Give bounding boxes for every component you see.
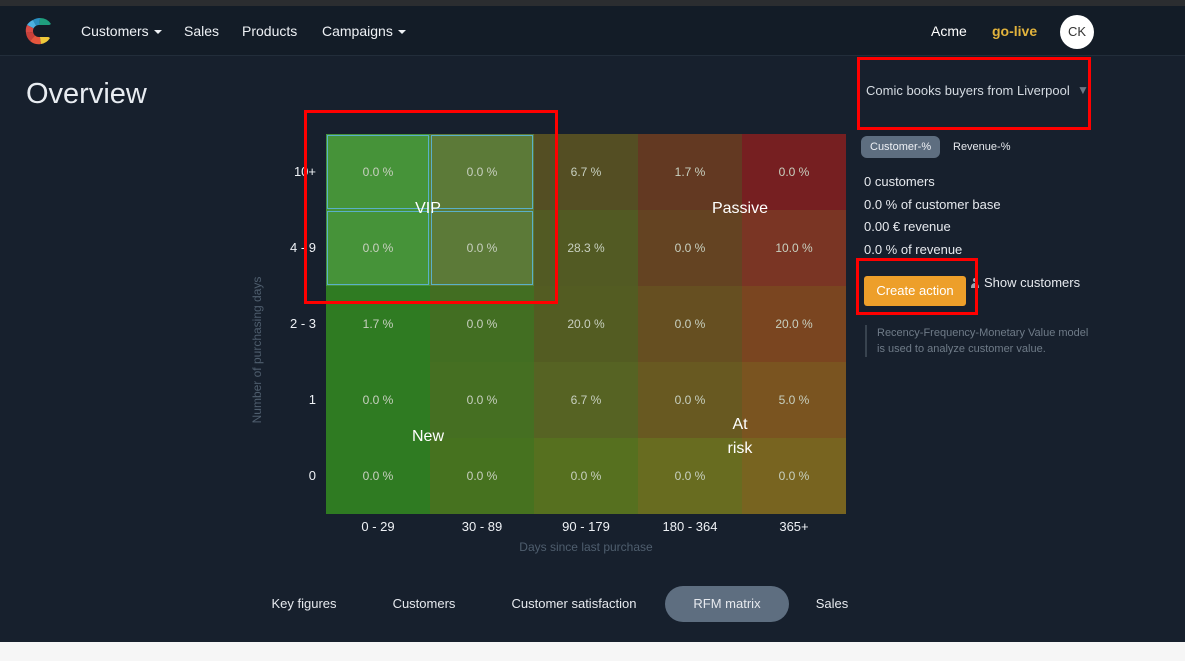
matrix-cell[interactable]: 0.0 %: [326, 362, 430, 438]
top-navbar: Customers Sales Products Campaigns Acme …: [0, 6, 1185, 56]
matrix-cell[interactable]: 6.7 %: [534, 362, 638, 438]
matrix-cell[interactable]: 6.7 %: [534, 134, 638, 210]
dropdown-arrow-icon[interactable]: ▼: [1077, 83, 1089, 97]
row-label: 2 - 3: [289, 316, 316, 331]
col-label: 180 - 364: [662, 519, 718, 534]
x-axis-label: Days since last purchase: [519, 540, 653, 554]
account-name[interactable]: Acme: [931, 23, 967, 39]
chevron-down-icon: [153, 30, 162, 35]
toggle-revenue-percent[interactable]: Revenue-%: [953, 141, 1011, 153]
matrix-cell[interactable]: 20.0 %: [742, 286, 846, 362]
stat-revenue-share: 0.0 % of revenue: [864, 242, 963, 257]
row-label: 1: [308, 392, 316, 407]
app-logo-icon[interactable]: [24, 16, 54, 46]
y-axis-label: Number of purchasing days: [250, 276, 264, 424]
matrix-cell[interactable]: 0.0 %: [742, 134, 846, 210]
page-footer: [0, 642, 1185, 661]
col-label: 90 - 179: [562, 519, 610, 534]
stat-customer-base: 0.0 % of customer base: [864, 197, 1001, 212]
matrix-cell[interactable]: 0.0 %: [430, 286, 534, 362]
create-action-button[interactable]: Create action: [864, 276, 966, 306]
matrix-cell[interactable]: 0.0 %: [638, 210, 742, 286]
matrix-cell[interactable]: 0.0 %: [326, 210, 430, 286]
matrix-cell[interactable]: 28.3 %: [534, 210, 638, 286]
matrix-cell[interactable]: 0.0 %: [326, 438, 430, 514]
matrix-cell[interactable]: 0.0 %: [430, 134, 534, 210]
matrix-cell[interactable]: 1.7 %: [326, 286, 430, 362]
nav-sales[interactable]: Sales: [184, 23, 220, 39]
matrix-cell[interactable]: 10.0 %: [742, 210, 846, 286]
matrix-cell[interactable]: 20.0 %: [534, 286, 638, 362]
toggle-customer-percent[interactable]: Customer-%: [861, 136, 941, 158]
nav-campaigns[interactable]: Campaigns: [322, 23, 406, 39]
matrix-cell[interactable]: 0.0 %: [430, 362, 534, 438]
stat-customers: 0 customers: [864, 174, 935, 189]
matrix-cell[interactable]: 0.0 %: [638, 438, 742, 514]
chevron-down-icon: [397, 30, 406, 35]
user-avatar[interactable]: CK: [1060, 15, 1094, 49]
segment-dropdown[interactable]: Comic books buyers from Liverpool: [866, 83, 1070, 98]
tab-rfm-matrix[interactable]: RFM matrix: [665, 586, 789, 622]
tab-customer-satisfaction[interactable]: Customer satisfaction: [511, 596, 637, 611]
tab-key-figures[interactable]: Key figures: [271, 596, 337, 611]
matrix-cell[interactable]: 0.0 %: [638, 362, 742, 438]
col-label: 30 - 89: [461, 519, 503, 534]
matrix-cell[interactable]: 5.0 %: [742, 362, 846, 438]
environment-badge[interactable]: go-live: [992, 23, 1038, 39]
col-label: 0 - 29: [361, 519, 395, 534]
browser-top-strip: [0, 0, 1185, 6]
user-icon: [970, 278, 980, 288]
matrix-cell[interactable]: 0.0 %: [326, 134, 430, 210]
matrix-cell[interactable]: 1.7 %: [638, 134, 742, 210]
row-label: 10+: [293, 164, 316, 179]
tab-sales[interactable]: Sales: [815, 596, 849, 611]
row-label: 4 - 9: [289, 240, 316, 255]
page-title: Overview: [26, 78, 147, 110]
matrix-cell[interactable]: 0.0 %: [638, 286, 742, 362]
matrix-cell[interactable]: 0.0 %: [742, 438, 846, 514]
show-customers-link[interactable]: Show customers: [970, 275, 1080, 290]
rfm-description: Recency-Frequency-Monetary Value model i…: [865, 325, 1095, 357]
matrix-cell[interactable]: 0.0 %: [430, 210, 534, 286]
tab-customers[interactable]: Customers: [392, 596, 456, 611]
stat-revenue: 0.00 € revenue: [864, 219, 951, 234]
row-label: 0: [308, 468, 316, 483]
nav-products[interactable]: Products: [242, 23, 298, 39]
rfm-matrix: 0.0 % 0.0 % 6.7 % 1.7 % 0.0 % 0.0 % 0.0 …: [326, 134, 846, 514]
nav-customers[interactable]: Customers: [81, 23, 162, 39]
matrix-cell[interactable]: 0.0 %: [430, 438, 534, 514]
col-label: 365+: [779, 519, 809, 534]
matrix-cell[interactable]: 0.0 %: [534, 438, 638, 514]
